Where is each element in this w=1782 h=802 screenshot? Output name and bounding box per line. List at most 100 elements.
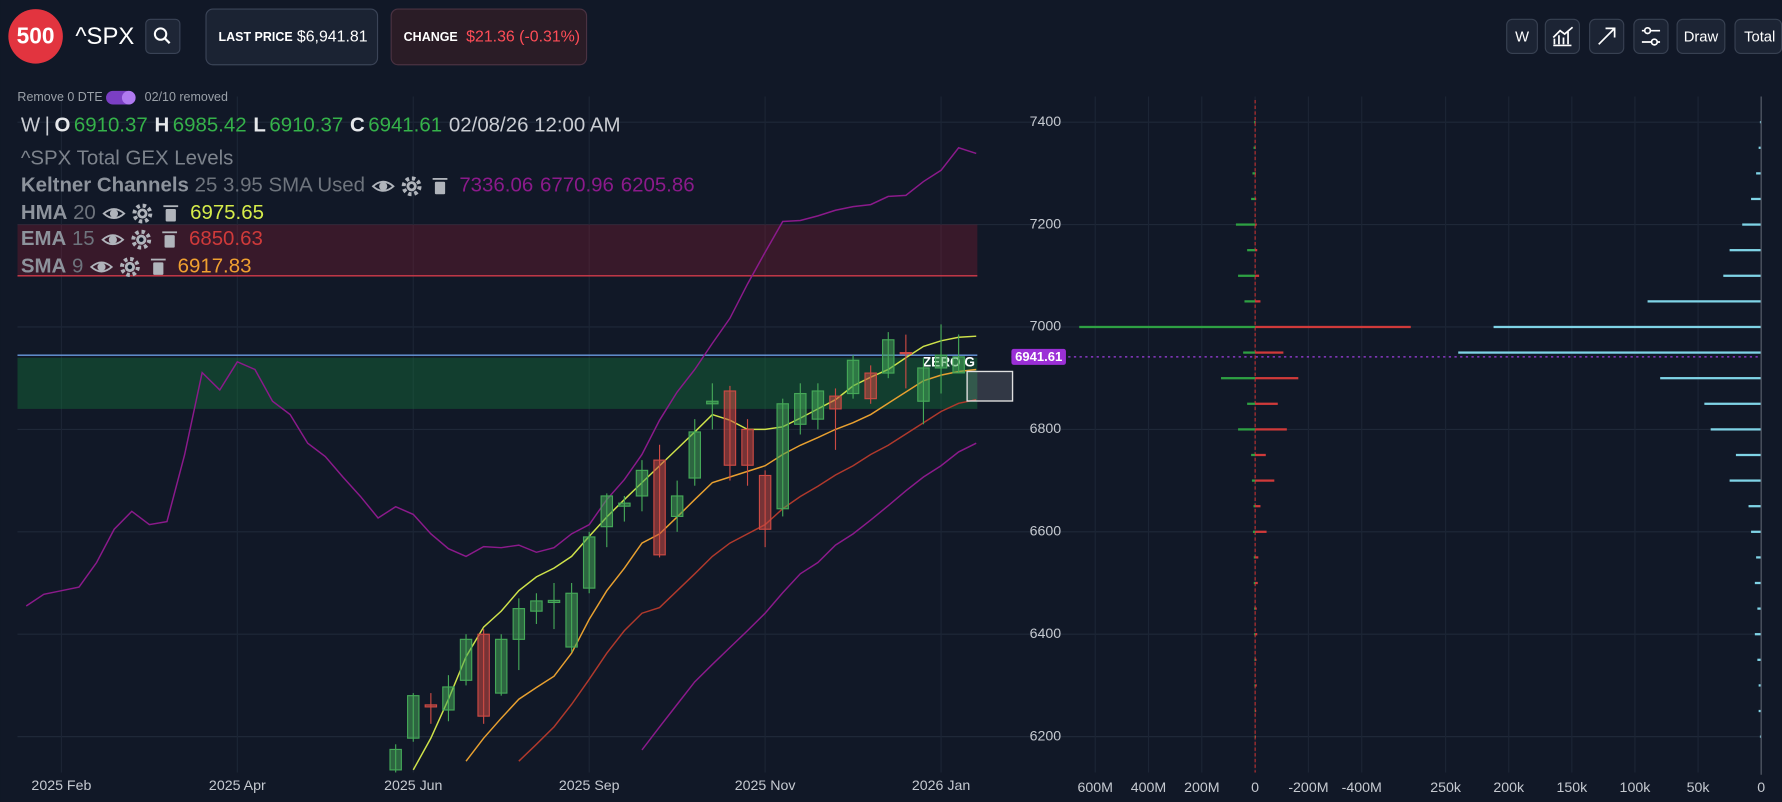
search-box[interactable] bbox=[145, 18, 181, 54]
indicator-params: 25 3.95 SMA Used bbox=[195, 174, 365, 197]
strike-bar bbox=[1255, 633, 1258, 636]
indicator-name: EMA bbox=[21, 227, 67, 250]
candle-body bbox=[442, 686, 455, 711]
filter-status: 02/10 removed bbox=[145, 90, 228, 104]
symbol: ^SPX bbox=[75, 23, 134, 50]
x-tick-label: 200k bbox=[1493, 780, 1525, 796]
search-icon-handle bbox=[164, 37, 171, 44]
gear-teeth bbox=[131, 229, 152, 250]
search-icon bbox=[153, 27, 168, 41]
strike-bar bbox=[1729, 479, 1762, 482]
strike-bar bbox=[1221, 377, 1256, 380]
eye-icon[interactable] bbox=[89, 261, 114, 273]
gear-teeth bbox=[401, 176, 422, 197]
strike-bar bbox=[1254, 121, 1256, 124]
strike-bar bbox=[1235, 223, 1256, 226]
candle-body bbox=[899, 352, 913, 355]
trash-icon[interactable] bbox=[162, 231, 178, 248]
strike-bar bbox=[1757, 658, 1762, 661]
eye-icon[interactable] bbox=[102, 208, 126, 220]
strike-bar bbox=[1254, 633, 1256, 636]
strike-bar bbox=[1255, 735, 1256, 738]
trash-icon[interactable] bbox=[432, 178, 448, 195]
draw-text: Draw bbox=[1684, 29, 1719, 45]
strike-bar bbox=[1255, 121, 1256, 124]
gex-panels bbox=[1011, 99, 1762, 773]
indicator-line bbox=[641, 442, 977, 751]
toggle-knob bbox=[121, 90, 136, 105]
indicator-name: Keltner Channels bbox=[21, 174, 189, 197]
trash-icon[interactable] bbox=[163, 205, 179, 222]
ohlc-value: 6941.61 bbox=[368, 113, 442, 136]
x-tick-label: 0 bbox=[1757, 780, 1765, 796]
search-button[interactable] bbox=[145, 18, 181, 54]
strike-bar bbox=[1647, 300, 1762, 303]
indicator-value: 7336.06 bbox=[459, 174, 533, 197]
settings-button[interactable] bbox=[1633, 18, 1669, 54]
strike-bar bbox=[1251, 479, 1256, 482]
candle-body bbox=[706, 400, 719, 405]
eye-pupil bbox=[379, 182, 388, 191]
eye-outline bbox=[371, 180, 395, 192]
gear-icon[interactable] bbox=[401, 176, 422, 197]
eye-icon[interactable] bbox=[101, 234, 125, 246]
x-tick-label: -200M bbox=[1288, 780, 1328, 796]
strike-bar bbox=[1079, 325, 1256, 329]
eye-icon[interactable] bbox=[371, 180, 395, 192]
gear-icon[interactable] bbox=[132, 203, 153, 224]
candle-body bbox=[882, 339, 895, 374]
strike-bar bbox=[1255, 453, 1266, 457]
trash-icon[interactable] bbox=[150, 258, 166, 275]
candle-body bbox=[794, 392, 807, 425]
filter-toggle[interactable] bbox=[106, 90, 136, 105]
candle-body bbox=[477, 633, 490, 717]
strike-bar bbox=[1255, 197, 1257, 201]
strike-bar bbox=[1254, 709, 1256, 713]
indicator-line bbox=[25, 146, 977, 607]
candle-body bbox=[582, 536, 596, 589]
candle-body bbox=[864, 372, 877, 400]
candle-body bbox=[758, 474, 772, 530]
eye-outline bbox=[89, 261, 114, 273]
last-price-tag bbox=[1011, 348, 1066, 365]
strike-bar bbox=[1758, 146, 1762, 149]
strike-bar bbox=[1754, 581, 1762, 585]
indicator-value: 6975.65 bbox=[190, 201, 264, 224]
strike-bar bbox=[1255, 300, 1261, 303]
ohlc-label: C bbox=[350, 113, 365, 136]
strike-bar bbox=[1255, 530, 1267, 533]
x-tick-label: 600M bbox=[1077, 780, 1113, 796]
level-label: ZERO G bbox=[923, 355, 975, 370]
strike-bar bbox=[1255, 505, 1261, 508]
candle-body bbox=[618, 502, 631, 507]
gear-icon[interactable] bbox=[131, 229, 152, 250]
candle-body bbox=[811, 390, 825, 420]
indicators-button[interactable] bbox=[1544, 18, 1580, 54]
price-zone bbox=[17, 224, 978, 276]
eye-pupil bbox=[97, 262, 106, 272]
strike-bar bbox=[1251, 197, 1256, 201]
strike-bar bbox=[1255, 172, 1256, 175]
logo[interactable] bbox=[8, 9, 63, 64]
strike-bar bbox=[1253, 505, 1256, 508]
strike-bar bbox=[1255, 146, 1256, 149]
draw-button[interactable] bbox=[1676, 18, 1726, 54]
y-tick-label: 7400 bbox=[1030, 114, 1062, 130]
strike-bar bbox=[1255, 607, 1257, 610]
candle-body bbox=[635, 469, 649, 497]
strike-bar bbox=[1493, 325, 1762, 329]
candle-body bbox=[741, 428, 754, 466]
indicator-line bbox=[518, 398, 977, 762]
candle-body bbox=[829, 395, 842, 410]
y-tick-label: 6200 bbox=[1030, 728, 1062, 744]
indicator-value: 6850.63 bbox=[189, 227, 263, 250]
candle-body bbox=[530, 600, 543, 612]
eye-outline bbox=[102, 208, 126, 220]
strike-bar bbox=[1723, 274, 1762, 277]
interval-button[interactable] bbox=[1506, 18, 1538, 54]
candle-body bbox=[776, 403, 789, 510]
legend-separator: | bbox=[45, 113, 50, 136]
gear-icon[interactable] bbox=[119, 257, 140, 277]
filter-label: Remove 0 DTE bbox=[17, 90, 102, 104]
